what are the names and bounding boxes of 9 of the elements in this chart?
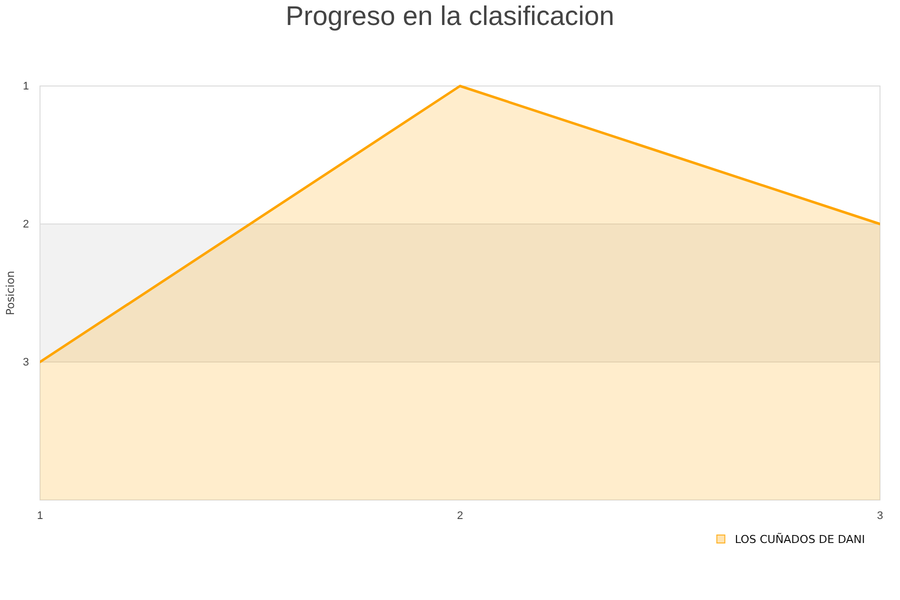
legend-label: LOS CUÑADOS DE DANI — [734, 532, 865, 546]
x-tick-label: 2 — [456, 510, 464, 522]
y-tick-label: 3 — [22, 356, 29, 369]
y-axis-title: Posicion — [4, 270, 17, 316]
y-tick-label: 2 — [22, 218, 29, 231]
y-tick-label: 1 — [22, 80, 29, 93]
chart-title: Progreso en la clasificacion — [286, 1, 614, 31]
x-tick-label: 3 — [876, 510, 884, 522]
x-tick-label: 1 — [36, 510, 44, 522]
